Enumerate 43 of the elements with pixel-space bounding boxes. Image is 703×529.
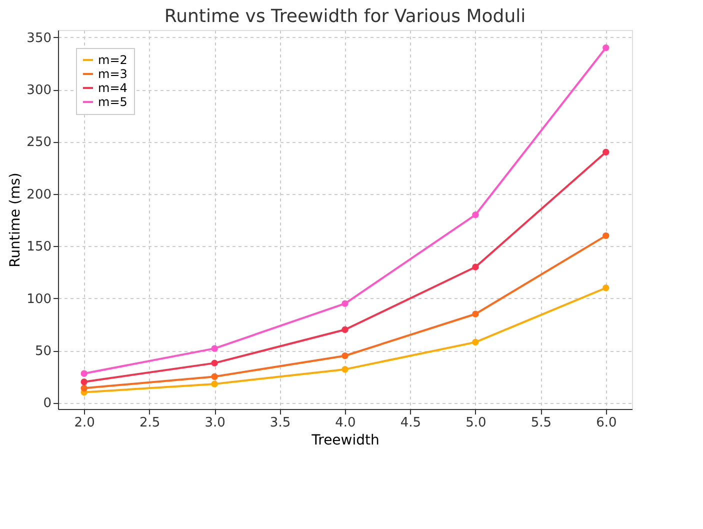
point [80, 370, 88, 377]
point [211, 373, 218, 380]
point [211, 360, 218, 366]
y-axis-title: Runtime (ms) [8, 172, 24, 268]
x-tick-label: 2.5 [139, 416, 160, 430]
point [342, 300, 348, 307]
y-tick-label: 100 [26, 292, 52, 307]
x-tick-label: 3.5 [270, 416, 291, 430]
y-tick-label: 200 [26, 187, 52, 202]
point [211, 345, 218, 352]
x-tick-label: 3.0 [204, 416, 226, 430]
x-axis-title: Treewidth [310, 432, 380, 448]
point [602, 232, 610, 240]
y-tick-label: 150 [26, 240, 52, 255]
x-tick-label: 2.0 [74, 416, 95, 430]
point [342, 366, 348, 373]
point [602, 148, 610, 156]
point [342, 352, 348, 360]
point [211, 380, 218, 388]
y-tick-label: 350 [26, 30, 52, 46]
point [80, 384, 88, 392]
y-tick-label: 300 [26, 83, 52, 98]
x-tick-label: 5.0 [466, 416, 486, 430]
legend-label: m=3 [98, 67, 128, 81]
point [602, 284, 610, 292]
point [80, 378, 88, 386]
point [472, 338, 479, 346]
point [472, 310, 479, 318]
x-tick-label: 4.0 [335, 416, 356, 430]
legend-label: m=2 [98, 53, 128, 67]
point [602, 44, 610, 52]
y-tick-label: 50 [34, 344, 52, 360]
chart-title: Runtime vs Treewidth for Various Moduli [164, 6, 526, 27]
y-tick-label: 250 [26, 135, 52, 150]
x-tick-label: 6.0 [596, 416, 617, 430]
legend-label: m=5 [98, 95, 128, 109]
x-tick-label: 4.5 [400, 416, 422, 430]
point [472, 264, 479, 270]
y-tick-label: 0 [43, 396, 52, 412]
legend-label: m=4 [98, 81, 128, 95]
point [342, 326, 348, 333]
point [472, 211, 479, 218]
x-tick-label: 5.5 [530, 416, 552, 430]
